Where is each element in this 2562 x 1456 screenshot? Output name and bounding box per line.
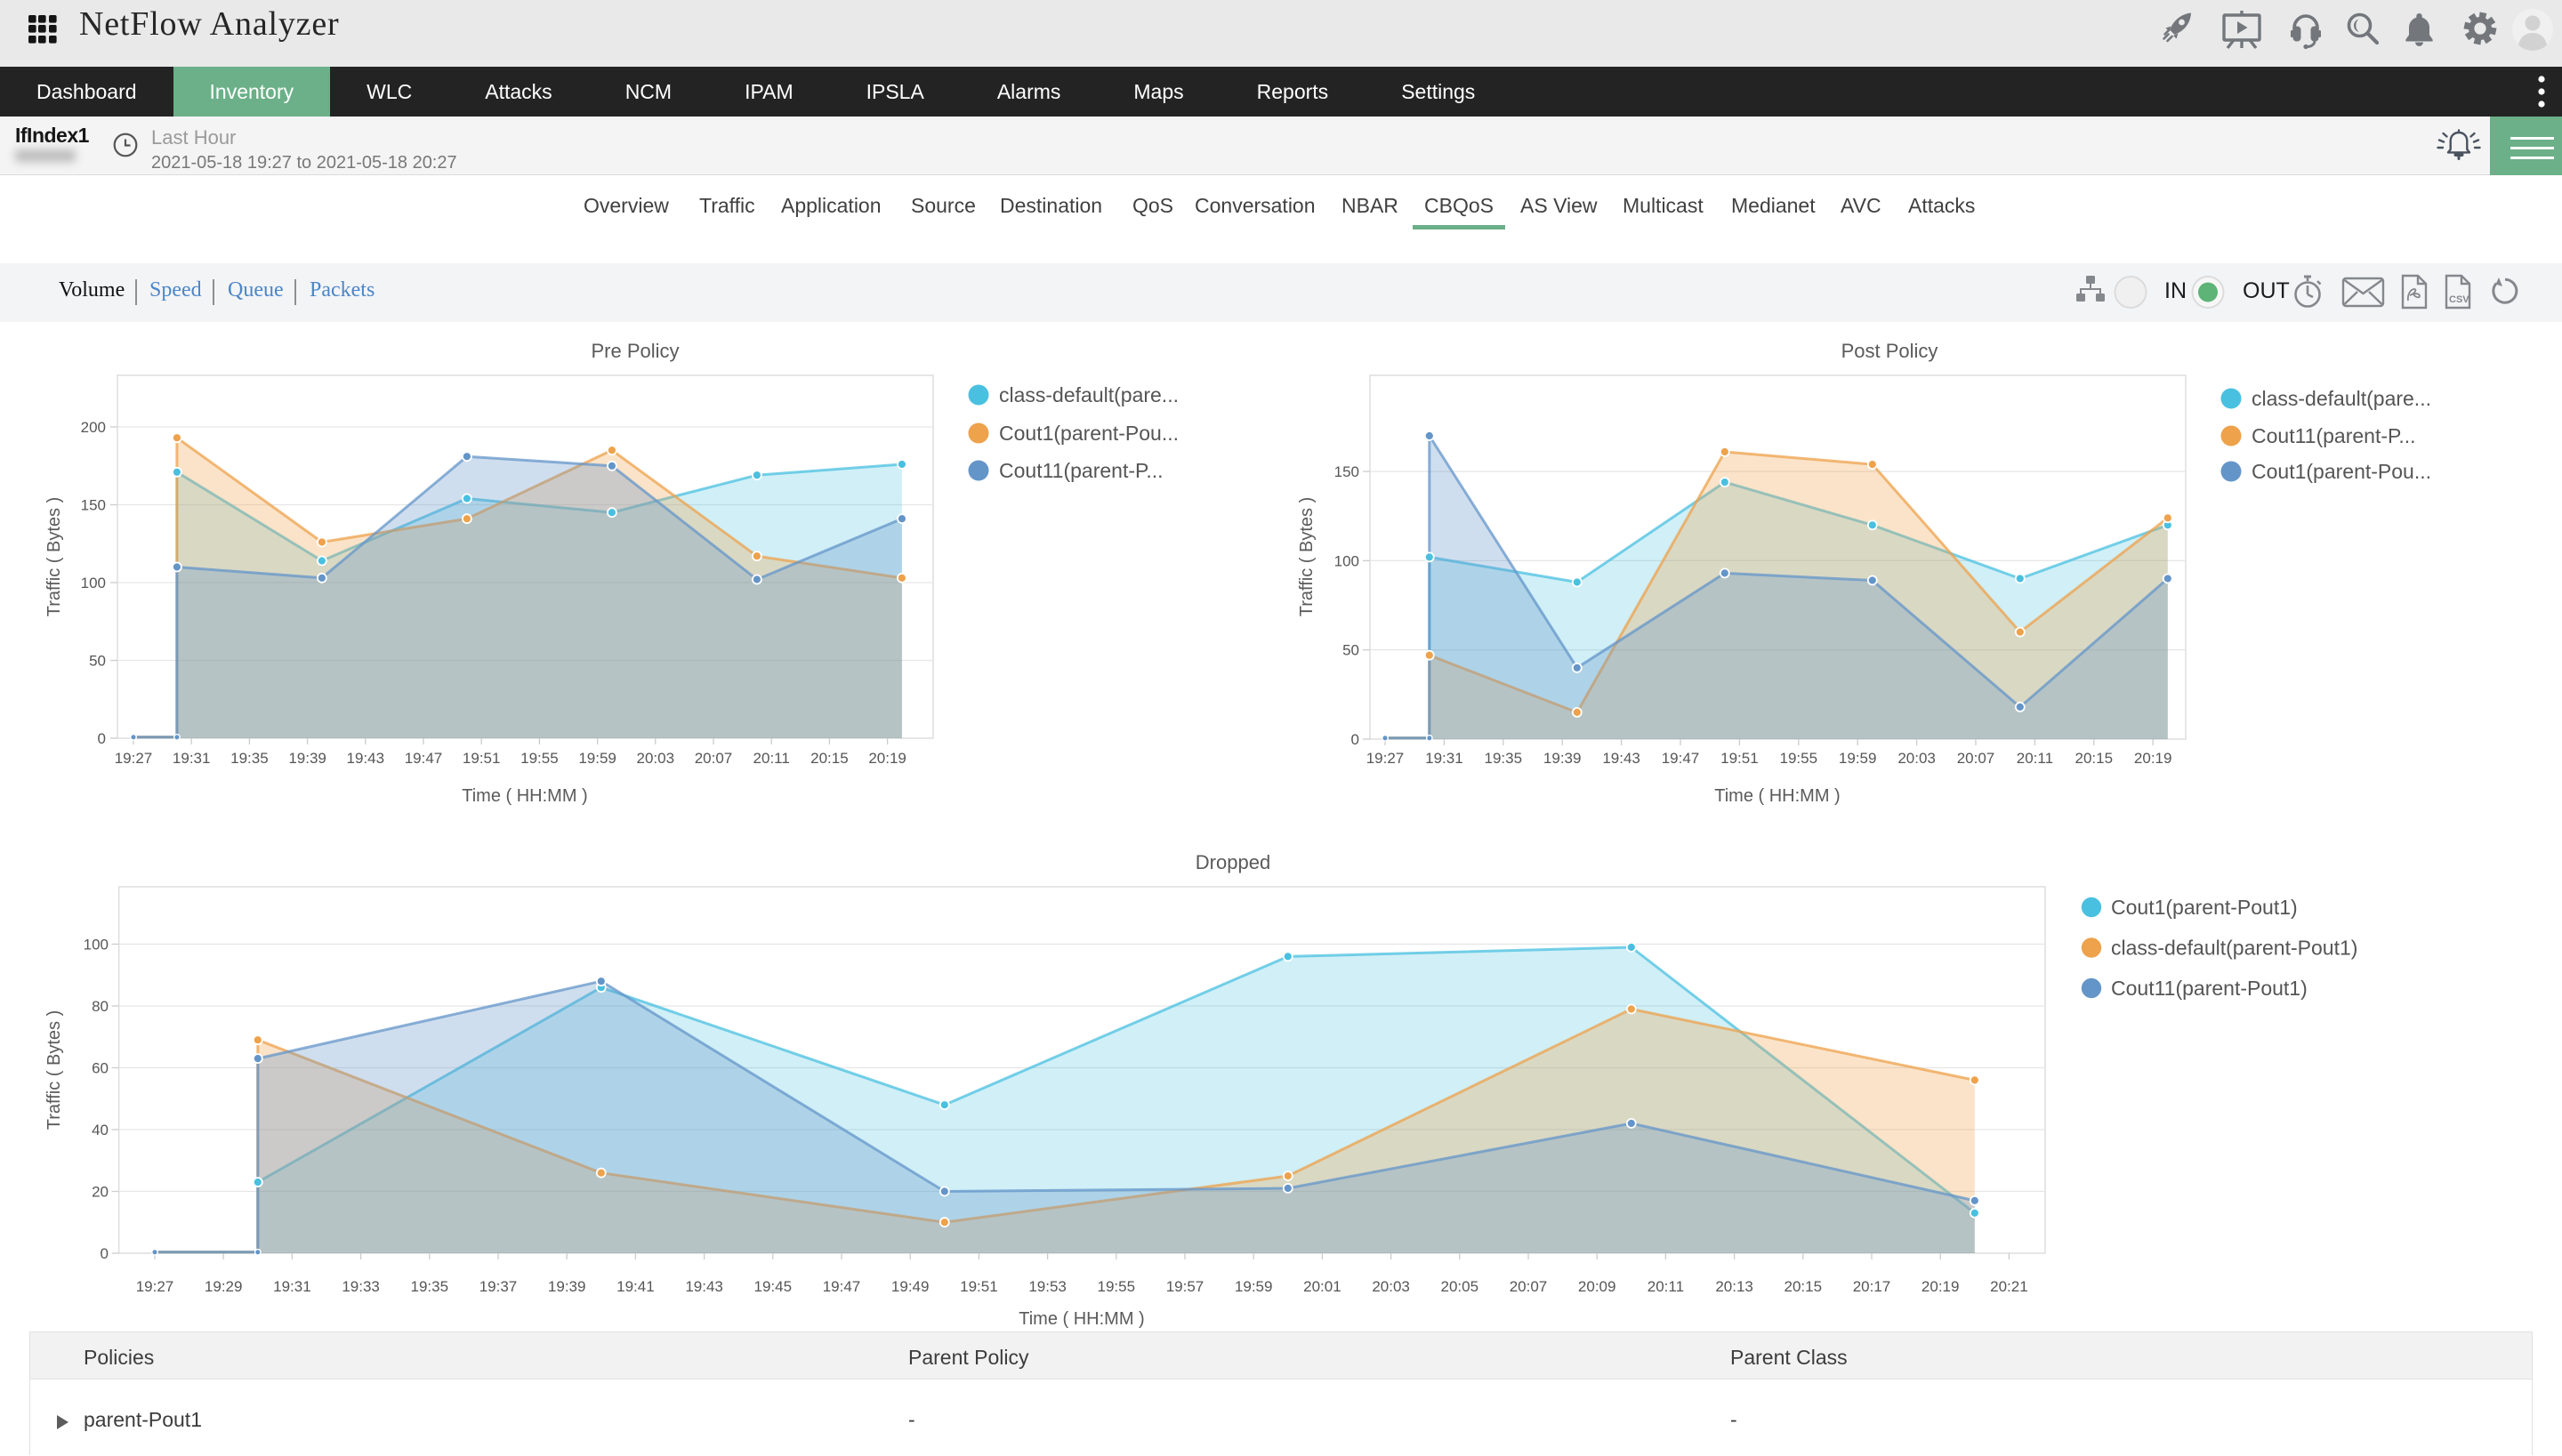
svg-text:19:51: 19:51	[960, 1278, 998, 1295]
svg-text:19:41: 19:41	[616, 1278, 655, 1295]
svg-text:19:59: 19:59	[578, 750, 616, 767]
svg-text:19:39: 19:39	[288, 750, 326, 767]
svg-text:Cout11(parent-P...: Cout11(parent-P...	[999, 459, 1164, 482]
svg-text:20:19: 20:19	[1922, 1278, 1960, 1295]
svg-text:19:49: 19:49	[891, 1278, 930, 1295]
svg-text:19:55: 19:55	[520, 750, 559, 767]
svg-text:Traffic ( Bytes ): Traffic ( Bytes )	[1297, 497, 1317, 616]
svg-text:20:19: 20:19	[2134, 750, 2172, 767]
svg-text:19:47: 19:47	[823, 1278, 861, 1295]
svg-text:20:15: 20:15	[2075, 750, 2114, 767]
svg-text:0: 0	[101, 1245, 109, 1262]
svg-text:19:59: 19:59	[1235, 1278, 1273, 1295]
svg-text:19:31: 19:31	[173, 750, 211, 767]
svg-text:class-default(pare...: class-default(pare...	[999, 383, 1179, 406]
svg-text:19:35: 19:35	[1485, 750, 1523, 767]
svg-text:19:29: 19:29	[205, 1278, 243, 1295]
svg-text:19:39: 19:39	[1543, 750, 1582, 767]
svg-text:19:39: 19:39	[548, 1278, 586, 1295]
svg-text:0: 0	[1351, 731, 1359, 748]
svg-text:19:27: 19:27	[136, 1278, 174, 1295]
svg-text:19:45: 19:45	[754, 1278, 793, 1295]
svg-text:20: 20	[92, 1184, 109, 1201]
svg-text:50: 50	[89, 653, 106, 670]
svg-text:19:43: 19:43	[1602, 750, 1640, 767]
svg-text:Cout11(parent-Pout1): Cout11(parent-Pout1)	[2111, 977, 2308, 1000]
svg-text:20:15: 20:15	[810, 750, 849, 767]
svg-text:class-default(pare...: class-default(pare...	[2252, 387, 2431, 410]
svg-text:20:05: 20:05	[1441, 1278, 1479, 1295]
svg-text:20:15: 20:15	[1785, 1278, 1823, 1295]
svg-text:19:47: 19:47	[1662, 750, 1700, 767]
svg-text:19:47: 19:47	[405, 750, 443, 767]
svg-text:19:35: 19:35	[411, 1278, 449, 1295]
svg-text:19:37: 19:37	[479, 1278, 518, 1295]
svg-text:0: 0	[98, 730, 106, 747]
svg-text:100: 100	[84, 937, 109, 953]
svg-text:Traffic ( Bytes ): Traffic ( Bytes )	[44, 497, 64, 616]
svg-text:100: 100	[1334, 552, 1359, 569]
svg-text:20:11: 20:11	[1648, 1278, 1684, 1295]
svg-text:19:53: 19:53	[1028, 1278, 1067, 1295]
svg-text:Pre Policy: Pre Policy	[591, 340, 679, 362]
svg-text:class-default(parent-Pout1): class-default(parent-Pout1)	[2111, 937, 2357, 960]
svg-text:150: 150	[1334, 463, 1359, 480]
svg-text:19:55: 19:55	[1098, 1278, 1136, 1295]
svg-text:20:13: 20:13	[1715, 1278, 1753, 1295]
svg-text:20:03: 20:03	[1372, 1278, 1410, 1295]
svg-text:20:17: 20:17	[1853, 1278, 1891, 1295]
svg-text:150: 150	[81, 497, 106, 514]
svg-text:Dropped: Dropped	[1196, 851, 1270, 873]
svg-text:Time ( HH:MM ): Time ( HH:MM )	[1714, 786, 1840, 806]
svg-text:Cout1(parent-Pou...: Cout1(parent-Pou...	[2252, 460, 2431, 483]
svg-text:20:07: 20:07	[1957, 750, 1995, 767]
svg-text:20:01: 20:01	[1303, 1278, 1341, 1295]
svg-text:Cout1(parent-Pou...: Cout1(parent-Pou...	[999, 422, 1179, 445]
svg-text:100: 100	[81, 575, 106, 591]
svg-text:Traffic ( Bytes ): Traffic ( Bytes )	[44, 1010, 64, 1130]
svg-text:80: 80	[92, 998, 109, 1015]
svg-text:20:03: 20:03	[637, 750, 675, 767]
svg-text:19:51: 19:51	[463, 750, 501, 767]
svg-text:19:57: 19:57	[1166, 1278, 1204, 1295]
svg-text:20:03: 20:03	[1897, 750, 1936, 767]
svg-text:Time ( HH:MM ): Time ( HH:MM )	[462, 786, 587, 806]
svg-text:Time ( HH:MM ): Time ( HH:MM )	[1019, 1309, 1144, 1329]
svg-text:60: 60	[92, 1060, 109, 1077]
svg-text:Post Policy: Post Policy	[1841, 340, 1938, 362]
svg-text:20:09: 20:09	[1578, 1278, 1616, 1295]
svg-text:19:31: 19:31	[273, 1278, 311, 1295]
svg-text:50: 50	[1342, 642, 1359, 659]
svg-text:19:55: 19:55	[1780, 750, 1818, 767]
svg-text:20:19: 20:19	[868, 750, 906, 767]
svg-text:Cout11(parent-P...: Cout11(parent-P...	[2252, 424, 2416, 447]
svg-text:19:59: 19:59	[1839, 750, 1877, 767]
svg-text:20:07: 20:07	[695, 750, 733, 767]
svg-text:19:31: 19:31	[1425, 750, 1463, 767]
svg-text:20:11: 20:11	[753, 750, 790, 767]
svg-text:19:27: 19:27	[1366, 750, 1405, 767]
svg-text:19:51: 19:51	[1720, 750, 1759, 767]
svg-text:Cout1(parent-Pout1): Cout1(parent-Pout1)	[2111, 896, 2298, 919]
svg-text:20:07: 20:07	[1510, 1278, 1548, 1295]
svg-text:19:27: 19:27	[115, 750, 153, 767]
svg-text:19:35: 19:35	[230, 750, 269, 767]
svg-text:20:21: 20:21	[1990, 1278, 2028, 1295]
svg-text:40: 40	[92, 1122, 109, 1138]
svg-text:CSV: CSV	[2449, 294, 2469, 305]
svg-text:19:43: 19:43	[347, 750, 385, 767]
svg-text:19:43: 19:43	[685, 1278, 723, 1295]
svg-text:19:33: 19:33	[342, 1278, 380, 1295]
svg-text:20:11: 20:11	[2017, 750, 2053, 767]
svg-text:200: 200	[81, 419, 106, 436]
